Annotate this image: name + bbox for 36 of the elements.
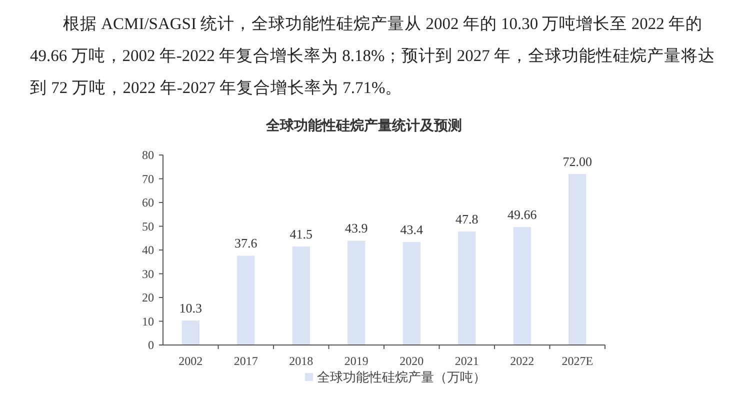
bar <box>568 174 586 345</box>
data-label: 41.5 <box>290 226 312 242</box>
x-tick-label: 2020 <box>400 354 424 368</box>
x-tick-label: 2002 <box>178 354 203 368</box>
y-tick-label: 20 <box>142 290 154 305</box>
data-label: 43.9 <box>345 220 368 236</box>
text: 根据 ACMI/SAGSI 统计，全球功能性硅烷产量从 2002 年的 10.30 万吨增长至 2022 年的 49.66 万吨，2002 年-2022 年复合增长率为 8.18%；预计到 2027 年，全球功能性硅烷产量将达到 72 万吨，2022 年-2027 年复合增长率为 7.71%。 <box>29 13 716 99</box>
bar <box>292 246 310 345</box>
data-label: 37.6 <box>234 236 258 251</box>
bar <box>348 240 366 345</box>
data-label: 10.3 <box>179 300 202 316</box>
data-label: 47.8 <box>456 211 478 226</box>
bar <box>513 227 531 345</box>
x-tick-label: 2019 <box>344 354 368 368</box>
bar <box>182 320 200 345</box>
y-tick-label: 50 <box>142 219 154 234</box>
y-tick-label: 40 <box>142 243 154 258</box>
y-tick-label: 10 <box>142 314 154 328</box>
x-tick-label: 2017 <box>234 354 258 368</box>
y-tick-label: 30 <box>142 266 154 281</box>
bar <box>402 242 420 345</box>
y-tick-label: 0 <box>148 338 154 352</box>
legend-label: 全球功能性硅烷产量（万吨） <box>317 370 486 385</box>
y-tick-label: 60 <box>142 196 154 210</box>
chart-title: 全球功能性硅烷产量统计及预测 <box>265 117 462 134</box>
x-tick-label: 2027E <box>562 354 594 368</box>
data-label: 72.00 <box>562 154 592 169</box>
x-tick-label: 2022 <box>510 354 534 368</box>
bar <box>458 231 476 345</box>
bar <box>237 256 255 345</box>
data-label: 43.4 <box>400 222 424 237</box>
data-label: 49.66 <box>508 207 538 222</box>
x-tick-label: 2018 <box>289 354 314 368</box>
y-tick-label: 80 <box>142 148 154 162</box>
y-tick-label: 70 <box>142 172 154 186</box>
x-tick-label: 2021 <box>454 354 479 368</box>
